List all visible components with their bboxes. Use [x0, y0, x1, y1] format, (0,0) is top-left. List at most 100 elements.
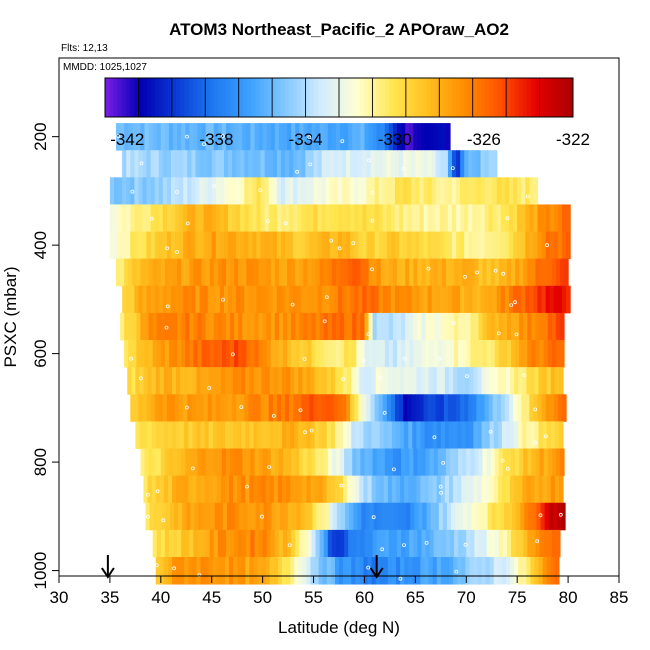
heatmap-cell: [301, 177, 306, 205]
heatmap-cell: [215, 150, 221, 178]
heatmap-cell: [445, 123, 451, 151]
sample-marker: [154, 563, 159, 568]
heatmap-cell: [162, 177, 168, 205]
heatmap-cell: [478, 312, 484, 341]
heatmap-cell: [138, 285, 144, 314]
colorbar-swatch: [184, 78, 190, 117]
heatmap-cell: [294, 421, 299, 449]
colorbar-swatch: [138, 78, 144, 117]
heatmap-cell: [550, 475, 556, 504]
heatmap-cell: [254, 340, 260, 368]
heatmap-cell: [505, 367, 511, 395]
heatmap-cell: [280, 285, 286, 314]
colorbar-swatch: [309, 78, 315, 117]
heatmap-cell: [366, 204, 372, 232]
colorbar-swatch: [339, 78, 344, 117]
sample-marker: [370, 218, 375, 223]
heatmap-cell: [160, 312, 166, 341]
heatmap-cell: [164, 529, 170, 558]
heatmap-cell: [195, 204, 201, 232]
heatmap-cell: [163, 367, 169, 395]
heatmap-cell: [177, 529, 182, 558]
heatmap-cell: [150, 231, 156, 260]
heatmap-cell: [513, 177, 518, 205]
heatmap-cell: [557, 231, 563, 260]
colorbar-swatch: [117, 78, 123, 117]
heatmap-cell: [397, 312, 402, 341]
colorbar-tick-label: -342: [110, 130, 144, 149]
heatmap-cell: [199, 204, 205, 232]
heatmap-cell: [490, 529, 496, 558]
heatmap-cell: [454, 448, 459, 477]
heatmap-cell: [225, 258, 231, 287]
heatmap-cell: [204, 367, 210, 395]
colorbar-swatch: [276, 78, 281, 117]
heatmap-cell: [522, 557, 527, 585]
heatmap-cell: [550, 367, 556, 395]
heatmap-cell: [526, 475, 532, 504]
heatmap-cell: [403, 177, 408, 205]
heatmap-cell: [321, 285, 327, 314]
sample-marker: [545, 243, 549, 248]
heatmap-cell: [192, 557, 198, 585]
heatmap-cell: [561, 285, 567, 314]
heatmap-cell: [403, 285, 408, 314]
heatmap-cell: [284, 502, 289, 531]
heatmap-cell: [407, 204, 412, 232]
heatmap-cell: [335, 258, 341, 287]
heatmap-cell: [295, 312, 300, 341]
heatmap-cell: [262, 123, 268, 151]
heatmap-cell: [363, 557, 369, 585]
heatmap-cell: [445, 340, 451, 368]
heatmap-cell: [457, 421, 462, 449]
heatmap-cell: [221, 448, 227, 477]
heatmap-cell: [470, 258, 476, 287]
heatmap-cell: [332, 502, 338, 531]
colorbar-swatch: [430, 78, 436, 117]
heatmap-cell: [362, 231, 368, 260]
heatmap-cell: [298, 557, 303, 585]
heatmap-cell: [351, 557, 356, 585]
heatmap-cell: [358, 231, 364, 260]
heatmap-cell: [109, 204, 115, 232]
heatmap-cell: [246, 312, 252, 341]
heatmap-cell: [268, 150, 274, 178]
heatmap-cell: [305, 150, 311, 178]
colorbar-swatch: [531, 78, 536, 117]
heatmap-cell: [199, 394, 205, 422]
heatmap-cell: [299, 123, 304, 151]
heatmap-cell: [260, 394, 266, 422]
heatmap-cell: [521, 204, 526, 232]
heatmap-cell: [261, 557, 267, 585]
heatmap-cell: [464, 204, 469, 232]
sample-marker: [509, 303, 514, 308]
heatmap-cell: [203, 150, 209, 178]
heatmap-cell: [373, 502, 379, 531]
heatmap-cell: [181, 258, 186, 287]
heatmap-cell: [354, 231, 359, 260]
heatmap-cell: [152, 448, 158, 477]
heatmap-cell: [476, 231, 482, 260]
heatmap-cell: [374, 150, 380, 178]
heatmap-cell: [441, 340, 447, 368]
sample-marker: [230, 352, 235, 357]
heatmap-cell: [429, 340, 435, 368]
y-tick-label: 400: [31, 231, 50, 259]
heatmap-cell: [168, 258, 174, 287]
sample-marker: [402, 356, 407, 361]
heatmap-cell: [558, 421, 564, 449]
heatmap-cell: [210, 502, 216, 531]
heatmap-cell: [293, 285, 298, 314]
heatmap-cell: [195, 150, 201, 178]
heatmap-cell: [415, 285, 421, 314]
heatmap-cell: [404, 367, 409, 395]
heatmap-cell: [238, 123, 243, 151]
heatmap-cell: [437, 448, 443, 477]
sample-marker: [538, 513, 543, 518]
heatmap-cell: [507, 448, 512, 477]
heatmap-cell: [255, 502, 261, 531]
heatmap-cell: [554, 421, 560, 449]
heatmap-cell: [370, 231, 376, 260]
heatmap-cell: [474, 448, 480, 477]
heatmap-cell: [448, 475, 454, 504]
